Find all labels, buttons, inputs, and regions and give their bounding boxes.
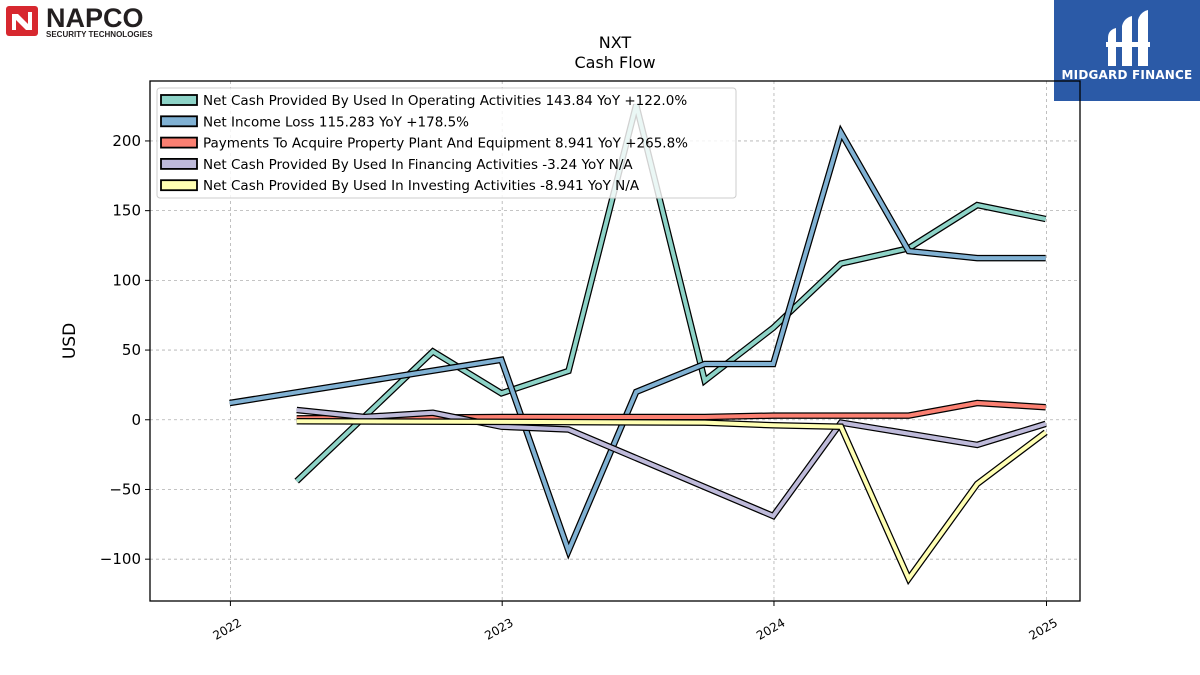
series-line-outline [296,406,1047,520]
series-line [229,127,1046,557]
y-tick-label: 50 [122,341,141,359]
y-tick-label: 0 [131,411,141,429]
legend-box [156,87,737,199]
legend-swatch [160,94,198,106]
series-line [296,400,1046,421]
legend-entry: Net Income Loss 115.283 YoY +178.5% [203,114,469,130]
series-line [296,419,1047,583]
midgard-finance-name: MIDGARD FINANCE [1061,68,1193,82]
series-line-outline [296,417,1048,586]
x-tick-label: 2023 [482,615,515,642]
series-2 [296,399,1046,422]
series-4 [296,417,1048,586]
chart-subtitle: Cash Flow [574,53,655,72]
napco-logo: NAPCO SECURITY TECHNOLOGIES [4,3,214,40]
midgard-mark-icon [1106,10,1150,66]
legend-swatch [160,179,198,192]
series-0 [294,103,1047,484]
y-tick-label: 100 [112,271,141,289]
legend-entry: Net Cash Provided By Used In Operating A… [203,93,687,109]
y-tick-label: 200 [112,132,141,150]
series-line [296,408,1047,519]
series-line [295,104,1047,483]
napco-tagline: SECURITY TECHNOLOGIES [46,30,153,39]
legend-swatch [160,136,198,149]
legend: Net Cash Provided By Used In Operating A… [156,87,737,199]
legend-swatch [160,115,198,128]
series-3 [296,406,1047,520]
y-axis: −100 −50 0 50 100 150 200 [100,132,150,568]
napco-name: NAPCO [46,4,144,33]
plot-frame [149,80,1081,602]
midgard-finance-logo: MIDGARD FINANCE [1054,0,1200,101]
x-tick-label: 2022 [210,615,243,642]
y-tick-label: −50 [109,480,141,498]
legend-entry: Payments To Acquire Property Plant And E… [203,136,688,152]
series-1 [229,124,1046,560]
napco-mark-icon: NAPCO SECURITY TECHNOLOGIES [6,3,153,39]
chart-title: NXT [599,33,632,52]
x-tick-label: 2024 [754,615,787,642]
y-tick-label: −100 [100,550,141,568]
legend-entry: Net Cash Provided By Used In Investing A… [203,178,640,194]
y-tick-label: 150 [112,202,141,220]
y-axis-label: USD [60,323,80,359]
legend-entry: Net Cash Provided By Used In Financing A… [203,157,633,173]
x-axis: 2022 2023 2024 2025 [210,601,1060,643]
legend-swatch [160,157,198,170]
x-tick-label: 2025 [1027,615,1060,642]
series-lines [229,103,1048,586]
